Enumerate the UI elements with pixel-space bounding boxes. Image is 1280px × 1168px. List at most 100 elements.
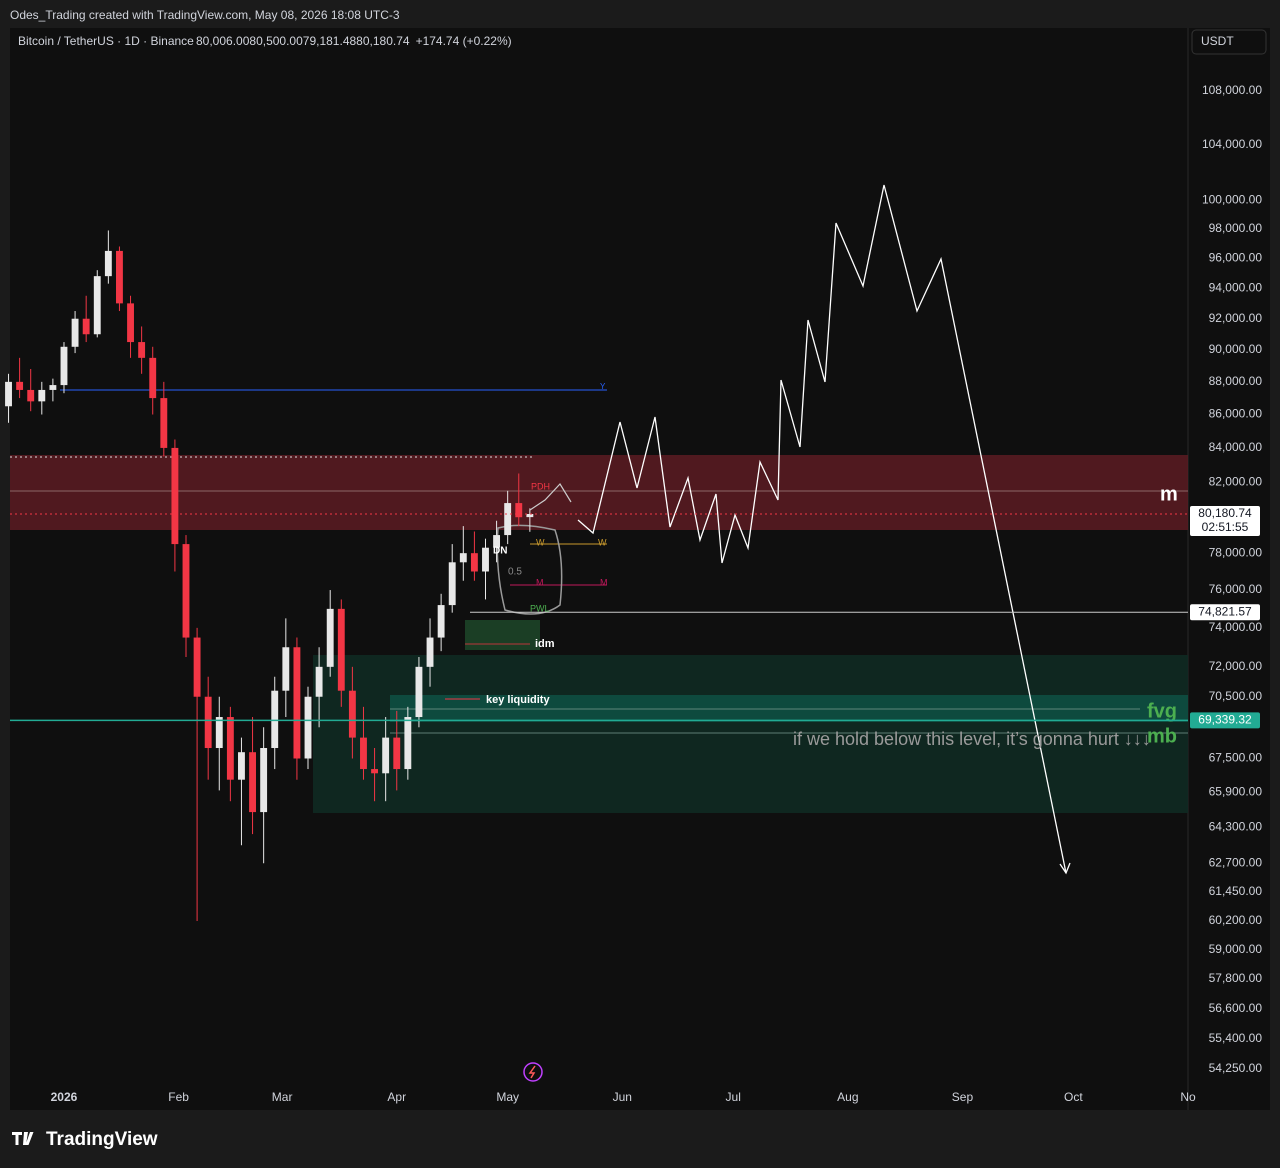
symbol: Bitcoin / TetherUS · 1D · Binance xyxy=(18,34,194,48)
projection-path xyxy=(577,184,1067,874)
candle-body xyxy=(5,381,12,407)
ohlc-value: 79,181.48 xyxy=(303,34,357,48)
annotation: M xyxy=(600,577,608,587)
candle-body xyxy=(82,318,90,335)
annotation: M xyxy=(536,577,544,587)
annotation: mb xyxy=(1147,725,1177,747)
candle-body xyxy=(249,752,256,813)
candle-body xyxy=(404,717,412,770)
candle-body xyxy=(260,748,268,813)
candle-body xyxy=(470,553,478,572)
annotation: Y xyxy=(600,382,606,391)
y-tick-label: 92,000.00 xyxy=(1209,311,1263,325)
y-tick-label: 86,000.00 xyxy=(1209,407,1263,421)
candle-body xyxy=(226,717,234,780)
y-tick-label: 54,250.00 xyxy=(1209,1061,1263,1075)
candle-body xyxy=(116,250,123,304)
candle-body xyxy=(282,647,290,691)
y-tick-label: 96,000.00 xyxy=(1209,250,1263,264)
y-tick-label: 64,300.00 xyxy=(1209,820,1263,834)
y-tick-label: 82,000.00 xyxy=(1209,474,1263,488)
event-bolt xyxy=(528,1065,536,1079)
x-tick-label: Feb xyxy=(168,1090,189,1104)
price-label-box xyxy=(1190,506,1260,537)
candle-body xyxy=(271,690,279,749)
supply-zone xyxy=(10,455,1188,530)
y-tick-label: 90,000.00 xyxy=(1209,342,1263,356)
y-tick-label: 72,000.00 xyxy=(1209,659,1263,673)
y-tick-label: 98,000.00 xyxy=(1209,221,1263,235)
x-tick-label: No xyxy=(1180,1090,1196,1104)
logo-icon xyxy=(12,1132,34,1145)
x-tick-label: May xyxy=(496,1090,519,1104)
y-tick-label: 59,000.00 xyxy=(1209,942,1263,956)
y-tick-label: 62,700.00 xyxy=(1209,855,1263,869)
annotation: fvg xyxy=(1147,700,1177,722)
candle-body xyxy=(415,666,423,718)
annotation: PDH xyxy=(531,481,550,491)
footer: TradingView xyxy=(46,1129,158,1150)
y-tick-label: 67,500.00 xyxy=(1209,751,1263,765)
annotation: key liquidity xyxy=(486,694,550,706)
y-tick-label: 76,000.00 xyxy=(1209,582,1263,596)
candle-body xyxy=(60,346,68,386)
candle-body xyxy=(215,717,223,749)
ohlc-value: +174.74 (+0.22%) xyxy=(416,34,512,48)
candle-body xyxy=(437,605,445,638)
annotation: DN xyxy=(493,546,507,557)
candle-body xyxy=(504,503,512,536)
candle-body xyxy=(193,637,201,697)
x-tick-label: Mar xyxy=(272,1090,293,1104)
candle-body xyxy=(27,389,35,402)
candle-body xyxy=(337,608,345,691)
candle-body xyxy=(482,547,489,572)
price-label: 74,821.57 xyxy=(1198,604,1252,618)
ohlc-legend: 80,006.0080,500.0079,181.4880,180.74 +174… xyxy=(196,34,512,48)
annotation: PWL xyxy=(530,603,550,613)
candle-body xyxy=(160,398,168,448)
x-tick-label: Oct xyxy=(1064,1090,1083,1104)
candle-body xyxy=(293,647,301,759)
candle-body xyxy=(382,737,390,774)
candle-body xyxy=(448,562,456,606)
y-tick-label: 74,000.00 xyxy=(1209,620,1263,634)
candle-body xyxy=(526,514,534,518)
annotation: W xyxy=(536,537,545,547)
candle-body xyxy=(515,503,523,518)
candle-body xyxy=(138,342,146,358)
header: Odes_Trading created with TradingView.co… xyxy=(10,8,400,22)
candle-body xyxy=(16,381,24,390)
small-projection xyxy=(529,483,572,511)
candle-body xyxy=(371,769,379,774)
y-tick-label: 78,000.00 xyxy=(1209,545,1263,559)
candle-body xyxy=(304,696,312,759)
y-tick-label: 65,900.00 xyxy=(1209,785,1263,799)
projection-arrow xyxy=(1059,862,1071,875)
x-tick-label: Apr xyxy=(387,1090,406,1104)
candle-body xyxy=(459,553,467,563)
annotation: if we hold below this level, it’s gonna … xyxy=(793,729,1151,749)
candle-body xyxy=(238,752,245,780)
ohlc-value: 80,006.00 xyxy=(196,34,250,48)
event-icon[interactable] xyxy=(523,1062,543,1082)
y-tick-label: 57,800.00 xyxy=(1209,971,1263,985)
circle-drawing xyxy=(496,524,563,615)
idm-zone xyxy=(465,620,540,650)
candle-body xyxy=(204,696,212,749)
x-tick-label: Jun xyxy=(613,1090,632,1104)
candle-body xyxy=(493,535,501,548)
currency-box[interactable] xyxy=(1191,29,1267,55)
y-tick-label: 70,500.00 xyxy=(1209,689,1263,703)
y-tick-label: 55,400.00 xyxy=(1209,1031,1263,1045)
y-tick-label: 56,600.00 xyxy=(1209,1001,1263,1015)
y-tick-label: 108,000.00 xyxy=(1202,83,1262,97)
y-tick-label: 84,000.00 xyxy=(1209,440,1263,454)
candle-body xyxy=(326,608,334,667)
y-tick-label: 104,000.00 xyxy=(1202,137,1262,151)
x-tick-label: 2026 xyxy=(51,1090,78,1104)
candle-body xyxy=(38,389,46,402)
candle-body xyxy=(71,318,79,347)
price-label: 69,339.32 xyxy=(1198,712,1252,726)
x-tick-label: Jul xyxy=(726,1090,741,1104)
